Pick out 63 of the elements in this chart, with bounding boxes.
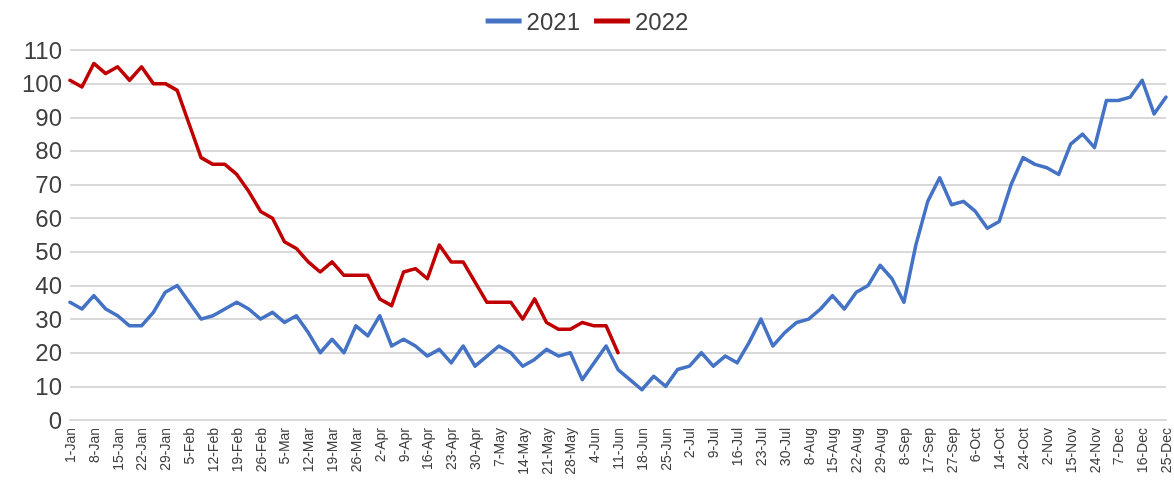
x-tick-label: 24-Nov: [1086, 428, 1103, 474]
x-tick-label: 27-Sep: [943, 427, 960, 474]
x-tick-label: 21-May: [538, 428, 555, 475]
x-tick-label: 15-Nov: [1062, 428, 1079, 474]
y-tick-label: 60: [35, 204, 62, 232]
x-tick-label: 8-Sep: [895, 427, 912, 466]
x-tick-label: 16-Dec: [1134, 428, 1151, 474]
x-tick-label: 12-Feb: [204, 427, 221, 473]
y-tick-label: 20: [35, 339, 62, 367]
y-tick-label: 10: [35, 372, 62, 400]
line-series: [68, 61, 620, 355]
x-tick-label: 29-Jan: [157, 428, 174, 471]
x-tick-label: 14-Oct: [991, 427, 1008, 471]
x-tick-label: 26-Feb: [252, 427, 269, 473]
x-tick-label: 5-Feb: [181, 427, 198, 465]
x-tick-label: 16-Jul: [729, 428, 746, 467]
x-tick-label: 2-Nov: [1038, 428, 1055, 466]
y-tick-label: 100: [21, 70, 62, 98]
x-tick-label: 5-Mar: [276, 427, 293, 465]
line-series: [68, 78, 1168, 392]
x-tick-label: 25-Dec: [1158, 428, 1174, 474]
x-tick-label: 1-Jan: [62, 428, 78, 464]
x-tick-label: 7-May: [490, 428, 507, 467]
y-tick-label: 70: [35, 171, 62, 199]
x-tick-label: 6-Oct: [967, 427, 984, 463]
x-tick-label: 30-Jul: [776, 428, 793, 467]
x-tick-label: 8-Aug: [800, 428, 817, 466]
x-tick-label: 28-May: [562, 428, 579, 475]
x-tick-label: 19-Feb: [228, 427, 245, 473]
x-tick-label: 25-Jun: [657, 428, 674, 471]
y-tick-label: 30: [35, 305, 62, 333]
x-tick-label: 26-Mar: [347, 427, 364, 473]
x-tick-label: 15-Jan: [109, 428, 126, 471]
x-tick-label: 9-Jul: [705, 428, 722, 459]
x-tick-label: 23-Apr: [443, 427, 460, 471]
y-tick-label: 80: [35, 137, 62, 165]
x-tick-label: 15-Aug: [824, 428, 841, 474]
x-tick-label: 29-Aug: [872, 428, 889, 474]
x-tick-label: 11-Jun: [610, 428, 626, 470]
x-tick-label: 2-Jul: [681, 428, 698, 459]
y-tick-label: 90: [35, 103, 62, 131]
x-tick-label: 8-Jan: [85, 428, 102, 464]
x-tick-label: 22-Aug: [848, 428, 865, 474]
x-tick-label: 12-Mar: [300, 427, 317, 473]
x-tick-label: 22-Jan: [133, 428, 150, 471]
y-tick-label: 50: [35, 238, 62, 266]
x-tick-label: 30-Apr: [467, 427, 484, 471]
x-tick-label: 19-Mar: [324, 427, 341, 473]
x-tick-label: 4-Jun: [586, 428, 603, 464]
x-tick-label: 23-Jul: [752, 428, 769, 467]
x-tick-label: 9-Apr: [395, 427, 412, 463]
x-tick-label: 18-Jun: [633, 428, 650, 471]
y-tick-label: 0: [48, 406, 62, 434]
x-tick-label: 7-Dec: [1110, 428, 1127, 466]
x-tick-label: 2-Apr: [371, 427, 388, 463]
legend-label: 2022: [635, 7, 689, 35]
x-tick-label: 17-Sep: [919, 427, 936, 474]
y-tick-label: 40: [35, 271, 62, 299]
x-tick-label: 24-Oct: [1015, 427, 1032, 471]
x-tick-label: 16-Apr: [419, 427, 436, 471]
legend-label: 2021: [526, 7, 580, 35]
y-tick-label: 110: [23, 36, 62, 64]
x-tick-label: 14-May: [514, 428, 531, 475]
